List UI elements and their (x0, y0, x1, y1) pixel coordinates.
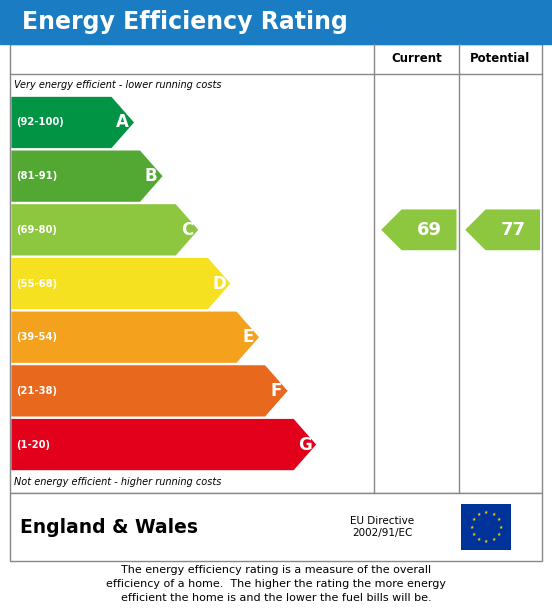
Text: ★: ★ (498, 525, 503, 530)
Text: ★: ★ (477, 538, 481, 543)
Bar (10, 44, 542, 493)
Text: 69: 69 (417, 221, 442, 239)
Polygon shape (12, 365, 288, 416)
Text: F: F (270, 382, 282, 400)
Text: England & Wales: England & Wales (20, 518, 198, 536)
Text: Very energy efficient - lower running costs: Very energy efficient - lower running co… (14, 80, 221, 89)
Text: ★: ★ (477, 512, 481, 517)
Text: (55-68): (55-68) (17, 278, 57, 289)
Text: Current: Current (391, 52, 442, 66)
Text: Not energy efficient - higher running costs: Not energy efficient - higher running co… (14, 478, 221, 487)
Text: ★: ★ (497, 532, 501, 537)
Polygon shape (12, 258, 230, 309)
Text: EU Directive
2002/91/EC: EU Directive 2002/91/EC (351, 516, 415, 538)
Text: G: G (298, 436, 312, 454)
Text: (81-91): (81-91) (17, 171, 58, 181)
Text: ★: ★ (469, 525, 474, 530)
Text: 77: 77 (500, 221, 526, 239)
Text: B: B (145, 167, 158, 185)
Text: The energy efficiency rating is a measure of the overall
efficiency of a home.  : The energy efficiency rating is a measur… (106, 565, 446, 603)
Text: Potential: Potential (470, 52, 530, 66)
Text: E: E (242, 328, 253, 346)
Text: ★: ★ (471, 532, 476, 537)
Polygon shape (12, 151, 163, 202)
Polygon shape (12, 97, 134, 148)
Text: (1-20): (1-20) (17, 440, 50, 449)
Text: (69-80): (69-80) (17, 225, 57, 235)
Polygon shape (12, 204, 198, 256)
Bar (461, 504, 512, 550)
Text: Energy Efficiency Rating: Energy Efficiency Rating (22, 10, 348, 34)
Polygon shape (12, 419, 316, 470)
Text: ★: ★ (471, 517, 476, 522)
Text: C: C (181, 221, 193, 239)
Text: ★: ★ (484, 539, 489, 544)
Polygon shape (465, 210, 540, 250)
Text: (92-100): (92-100) (17, 118, 64, 128)
Bar (10, 493, 542, 561)
Text: (39-54): (39-54) (17, 332, 57, 342)
Text: (21-38): (21-38) (17, 386, 57, 396)
Polygon shape (381, 210, 457, 250)
Text: ★: ★ (491, 512, 496, 517)
Text: ★: ★ (497, 517, 501, 522)
Text: A: A (116, 113, 129, 131)
Bar (0, 0, 552, 44)
Text: D: D (213, 275, 226, 292)
Text: ★: ★ (484, 510, 489, 515)
Polygon shape (12, 311, 259, 363)
Text: ★: ★ (491, 538, 496, 543)
